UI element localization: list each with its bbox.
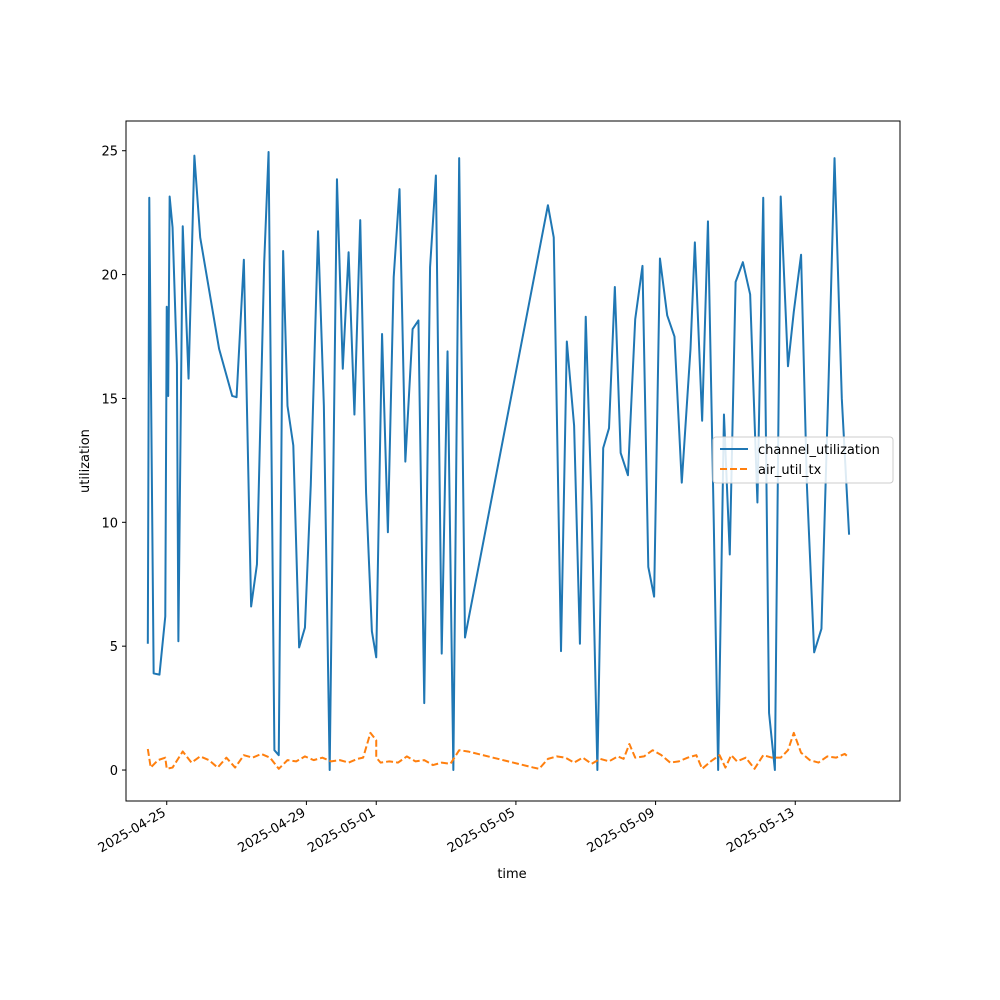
legend-label-channel-utilization: channel_utilization xyxy=(758,443,880,458)
legend-label-air-util-tx: air_util_tx xyxy=(758,463,822,478)
y-tick-label: 0 xyxy=(110,764,118,779)
y-axis-label: utilization xyxy=(78,429,93,493)
y-tick-label: 20 xyxy=(101,269,118,284)
y-tick-label: 5 xyxy=(110,640,118,655)
series-line-channel-utilization xyxy=(146,150,851,772)
plot-frame xyxy=(125,120,901,802)
series-line-air-util-tx xyxy=(146,731,850,770)
y-tick-label: 15 xyxy=(101,392,118,407)
legend: channel_utilization air_util_tx xyxy=(712,436,894,484)
y-tick-label: 25 xyxy=(101,145,118,160)
x-axis-label: time xyxy=(497,867,526,882)
plot-layer xyxy=(146,150,851,772)
legend-box xyxy=(712,436,894,484)
y-tick-label: 10 xyxy=(101,516,118,531)
